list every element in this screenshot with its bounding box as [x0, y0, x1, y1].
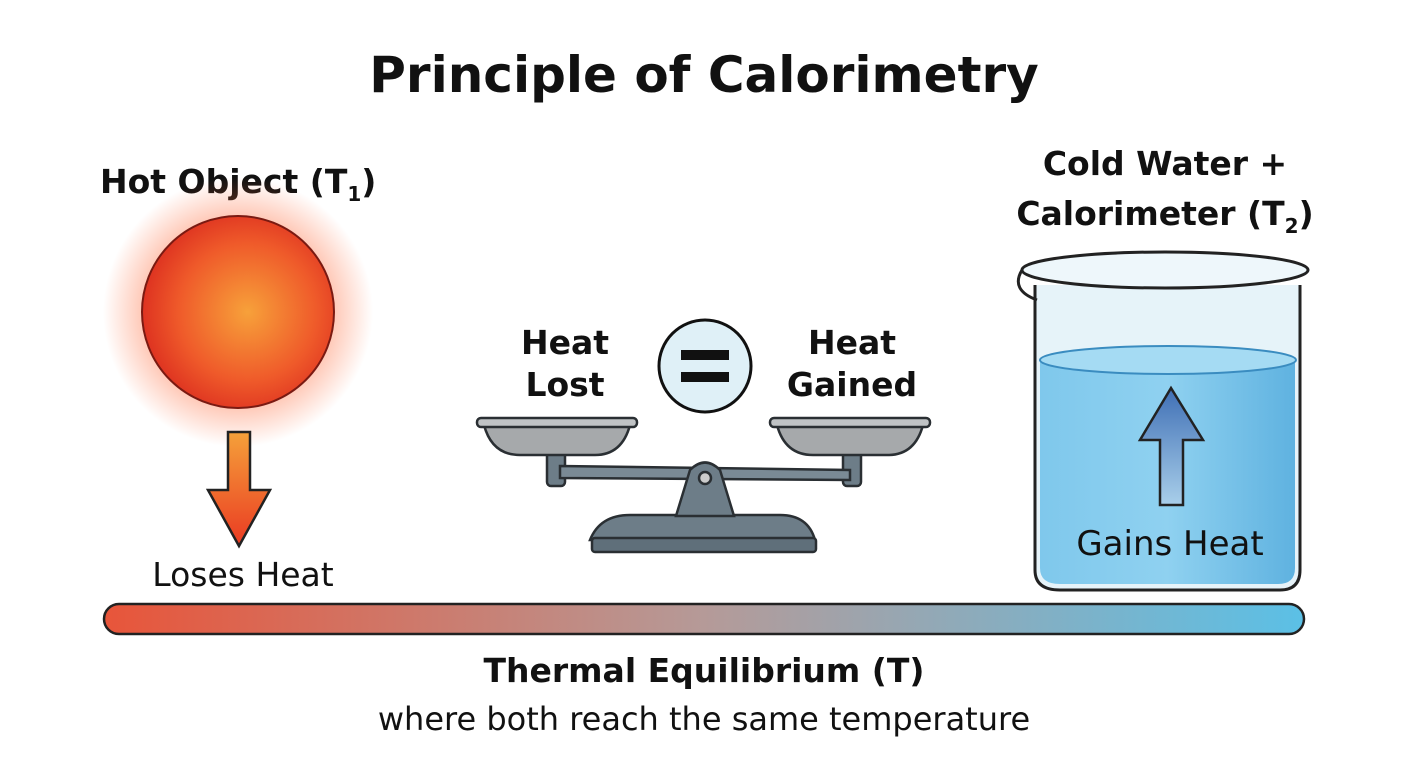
calorimeter-label: Calorimeter (T2)	[1016, 194, 1313, 238]
cold-water-label: Cold Water +	[1043, 144, 1287, 183]
equals-icon	[657, 318, 753, 414]
temperature-gradient-bar	[102, 602, 1306, 636]
gains-heat-label: Gains Heat	[1076, 524, 1263, 564]
page-title: Principle of Calorimetry	[369, 46, 1038, 104]
heat-lost-label: Heat	[521, 323, 609, 362]
equilibrium-subtitle: where both reach the same temperature	[378, 700, 1030, 738]
heat-gained-label: Heat	[808, 323, 896, 362]
arrow-down-icon	[205, 430, 273, 549]
balance-scale-icon	[475, 416, 932, 554]
arrow-up-icon	[1137, 385, 1206, 507]
equilibrium-title: Thermal Equilibrium (T)	[484, 651, 925, 690]
hot-sphere	[141, 215, 335, 409]
heat-lost-label-2: Lost	[525, 365, 604, 404]
loses-heat-label: Loses Heat	[152, 555, 334, 594]
heat-gained-label-2: Gained	[787, 365, 917, 404]
